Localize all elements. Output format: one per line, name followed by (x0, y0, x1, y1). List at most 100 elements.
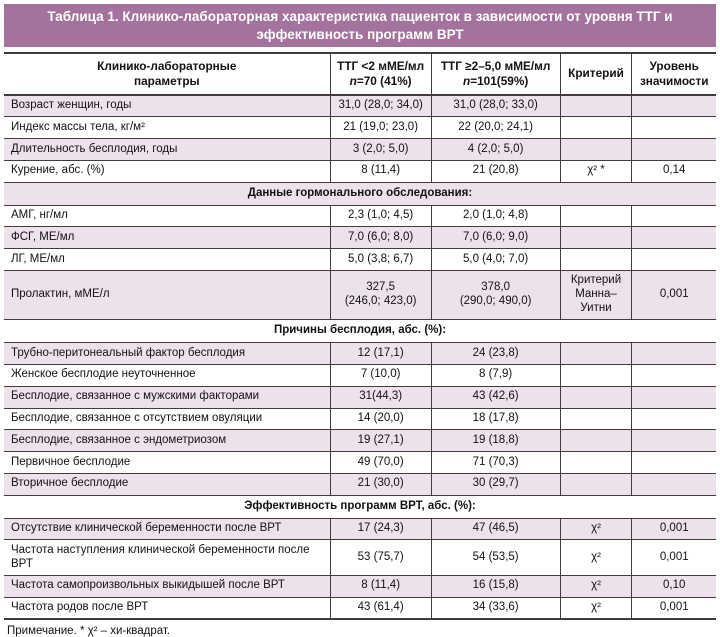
p-value-cell (631, 138, 716, 161)
group2-value-cell: 16 (15,8) (430, 574, 561, 598)
criterion-cell (559, 248, 632, 271)
table-row: Индекс массы тела, кг/м² 21 (19,0; 23,0) 2… (4, 116, 716, 139)
criterion-cell: χ² (559, 539, 632, 576)
p-value-cell: 0,001 (631, 517, 716, 540)
group2-value-cell: 378,0 (290,0; 490,0) (430, 269, 561, 320)
group1-value-cell: 14 (20,0) (329, 407, 432, 430)
row-label-cell: Женское бесплодие неуточненное (4, 363, 331, 387)
footnote: Примечание. * χ² – хи-квадрат. (7, 625, 171, 637)
p-value-cell (631, 94, 716, 117)
row-label-cell: Вторичное бесплодие (4, 472, 331, 496)
criterion-cell (559, 472, 632, 496)
table-row: Частота самопроизвольных выкидышей после… (4, 574, 716, 598)
table-row: Бесплодие, связанное с отсутствием овуля… (4, 407, 716, 430)
table-row: АМГ, нг/мл 2,3 (1,0; 4,5) 2,0 (1,0; 4,8) (4, 204, 716, 227)
row-label-cell: Частота родов после ВРТ (4, 596, 331, 621)
criterion-cell: Критерий Манна– Уитни (559, 269, 632, 320)
group1-value-cell: 7 (10,0) (329, 363, 432, 387)
criterion-cell (559, 407, 632, 430)
group1-value-cell: 8 (11,4) (329, 574, 432, 598)
table-row: Бесплодие, связанное с мужскими факторам… (4, 385, 716, 409)
section-header-row: Эффективность программ ВРТ, абс. (%): (4, 494, 716, 518)
group1-value-cell: 53 (75,7) (329, 539, 432, 576)
group2-value-cell: 2,0 (1,0; 4,8) (430, 204, 561, 227)
section-header-row: Данные гормонального обследования: (4, 181, 716, 206)
group1-value-cell: 7,0 (6,0; 8,0) (329, 226, 432, 249)
p-value-cell: 0,001 (631, 596, 716, 621)
table-row: Пролактин, мМЕ/л 327,5 (246,0; 423,0) 378,… (4, 269, 716, 320)
column-header-criterion: Критерий (559, 52, 632, 96)
row-label-cell: Пролактин, мМЕ/л (4, 269, 331, 320)
row-label-cell: Частота наступления клинической беременн… (4, 539, 331, 576)
group2-value-cell: 5,0 (4,0; 7,0) (430, 248, 561, 271)
group2-value-cell: 47 (46,5) (430, 517, 561, 540)
table-row: ФСГ, МЕ/мл 7,0 (6,0; 8,0) 7,0 (6,0; 9,0) (4, 226, 716, 249)
group1-value-cell: 19 (27,1) (329, 429, 432, 452)
row-label-cell: Бесплодие, связанное с отсутствием овуля… (4, 407, 331, 430)
group2-value-cell: 7,0 (6,0; 9,0) (430, 226, 561, 249)
row-label-cell: Бесплодие, связанное с мужскими факторам… (4, 385, 331, 409)
row-label-cell: Длительность бесплодия, годы (4, 138, 331, 161)
column-header-group-tsh-high: ТТГ ≥2–5,0 мМЕ/мл n=101(59%) (430, 52, 561, 96)
criterion-cell (559, 342, 632, 365)
p-value-cell (631, 363, 716, 387)
criterion-cell: χ² (559, 596, 632, 621)
group1-value-cell: 3 (2,0; 5,0) (329, 138, 432, 161)
group1-value-cell: 21 (19,0; 23,0) (329, 116, 432, 139)
section-header-label: Причины бесплодия, абс. (%): (4, 319, 716, 343)
header-row: Клинико-лабораторные параметры ТТГ <2 мМЕ… (4, 52, 716, 96)
criterion-cell (559, 226, 632, 249)
section-header-label: Данные гормонального обследования: (4, 181, 716, 206)
table-row: Частота родов после ВРТ 43 (61,4) 34 (33,6… (4, 596, 716, 621)
group1-value-cell: 5,0 (3,8; 6,7) (329, 248, 432, 271)
criterion-cell (559, 385, 632, 409)
criterion-cell (559, 429, 632, 452)
row-label-cell: Курение, абс. (%) (4, 159, 331, 183)
p-value-cell (631, 248, 716, 271)
p-value-cell (631, 472, 716, 496)
row-label-cell: Возраст женщин, годы (4, 94, 331, 117)
table-row: Частота наступления клинической беременн… (4, 539, 716, 576)
group1-value-cell: 21 (30,0) (329, 472, 432, 496)
table-row: Трубно-перитонеальный фактор бесплодия 12… (4, 342, 716, 365)
column-header-significance-level: Уровень значимости (631, 52, 716, 96)
group2-value-cell: 31,0 (28,0; 33,0) (430, 94, 561, 117)
criterion-cell (559, 204, 632, 227)
table-row: Возраст женщин, годы 31,0 (28,0; 34,0) 31,… (4, 94, 716, 117)
group2-value-cell: 4 (2,0; 5,0) (430, 138, 561, 161)
row-label-cell: Трубно-перитонеальный фактор бесплодия (4, 342, 331, 365)
p-value-cell (631, 407, 716, 430)
criterion-cell (559, 451, 632, 474)
p-value-cell (631, 429, 716, 452)
column-header-group-tsh-low: ТТГ <2 мМЕ/мл n=70 (41%) (329, 52, 432, 96)
table-row: Бесплодие, связанное с эндометриозом 19 (… (4, 429, 716, 452)
p-value-cell (631, 385, 716, 409)
table-row: Отсутствие клинической беременности посл… (4, 517, 716, 540)
criterion-cell: χ² (559, 517, 632, 540)
table-row: ЛГ, МЕ/мл 5,0 (3,8; 6,7) 5,0 (4,0; 7,0) (4, 248, 716, 271)
group1-value-cell: 31(44,3) (329, 385, 432, 409)
group2-value-cell: 34 (33,6) (430, 596, 561, 621)
criterion-cell: χ² * (559, 159, 632, 183)
table-title: Таблица 1. Клинико-лабораторная характер… (4, 4, 716, 48)
clinical-table: Клинико-лабораторные параметры ТТГ <2 мМЕ… (4, 52, 716, 621)
table-row: Длительность бесплодия, годы 3 (2,0; 5,0)… (4, 138, 716, 161)
table-row: Курение, абс. (%) 8 (11,4) 21 (20,8) χ² * 0,… (4, 159, 716, 183)
p-value-cell (631, 451, 716, 474)
p-value-cell (631, 204, 716, 227)
criterion-cell (559, 363, 632, 387)
group2-value-cell: 19 (18,8) (430, 429, 561, 452)
p-value-cell (631, 226, 716, 249)
p-value-cell (631, 342, 716, 365)
group1-value-cell: 327,5 (246,0; 423,0) (329, 269, 432, 320)
criterion-cell (559, 138, 632, 161)
section-header-row: Причины бесплодия, абс. (%): (4, 319, 716, 343)
table-body: Возраст женщин, годы 31,0 (28,0; 34,0) 31,… (4, 94, 716, 621)
row-label-cell: Отсутствие клинической беременности посл… (4, 517, 331, 540)
group2-value-cell: 30 (29,7) (430, 472, 561, 496)
row-label-cell: Бесплодие, связанное с эндометриозом (4, 429, 331, 452)
table-header: Клинико-лабораторные параметры ТТГ <2 мМЕ… (4, 52, 716, 96)
p-value-cell: 0,001 (631, 269, 716, 320)
criterion-cell (559, 94, 632, 117)
